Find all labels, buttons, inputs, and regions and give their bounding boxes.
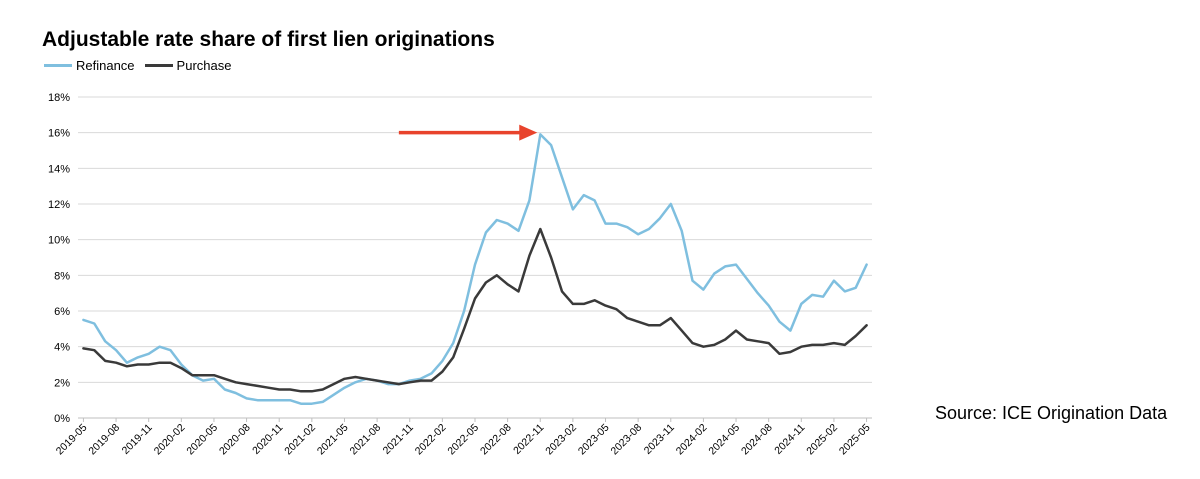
- x-tick-label: 2021-08: [347, 422, 383, 458]
- y-tick-label: 4%: [54, 342, 70, 354]
- legend-item-purchase: Purchase: [144, 58, 232, 73]
- y-tick-label: 12%: [48, 199, 70, 211]
- y-tick-label: 16%: [48, 128, 70, 140]
- y-tick-label: 2%: [54, 377, 70, 389]
- y-tick-label: 0%: [54, 413, 70, 425]
- x-tick-label: 2019-05: [54, 422, 90, 458]
- source-note: Source: ICE Origination Data: [935, 403, 1168, 423]
- x-tick-label: 2024-11: [772, 422, 807, 457]
- y-tick-label: 18%: [48, 92, 70, 104]
- legend-label-purchase: Purchase: [176, 58, 232, 73]
- x-tick-label: 2024-08: [739, 422, 775, 458]
- x-tick-label: 2024-05: [706, 422, 742, 458]
- series-line-purchase: [82, 227, 868, 393]
- x-tick-label: 2021-02: [282, 422, 318, 458]
- x-tick-label: 2020-08: [217, 422, 253, 458]
- y-tick-label: 10%: [48, 235, 70, 247]
- x-tick-label: 2023-11: [642, 422, 677, 457]
- y-tick-label: 14%: [48, 163, 70, 175]
- x-tick-label: 2025-02: [804, 422, 840, 458]
- line-chart: 0%2%4%6%8%10%12%14%16%18%2019-052019-082…: [48, 92, 873, 458]
- x-tick-label: 2019-08: [86, 422, 122, 458]
- x-tick-label: 2023-05: [576, 422, 612, 458]
- x-tick-label: 2022-05: [445, 422, 481, 458]
- x-tick-label: 2024-02: [674, 422, 710, 458]
- x-tick-label: 2021-05: [315, 422, 351, 458]
- x-tick-label: 2021-11: [381, 422, 416, 457]
- series-line-refinance: [82, 133, 868, 405]
- x-tick-label: 2020-05: [184, 422, 220, 458]
- x-tick-label: 2020-11: [250, 422, 285, 457]
- x-tick-label: 2022-02: [413, 422, 449, 458]
- y-tick-label: 8%: [54, 270, 70, 282]
- legend-swatch-refinance: [44, 64, 72, 67]
- x-tick-label: 2023-02: [543, 422, 579, 458]
- x-tick-label: 2020-02: [152, 422, 188, 458]
- legend-swatch-purchase: [144, 64, 173, 67]
- y-tick-label: 6%: [54, 306, 70, 318]
- legend-label-refinance: Refinance: [76, 58, 135, 73]
- legend-item-refinance: Refinance: [44, 58, 135, 73]
- x-tick-label: 2019-11: [120, 422, 155, 457]
- x-tick-label: 2022-11: [511, 422, 546, 457]
- chart-title: Adjustable rate share of first lien orig…: [42, 28, 495, 51]
- x-tick-label: 2023-08: [609, 422, 645, 458]
- x-tick-label: 2022-08: [478, 422, 514, 458]
- chart-legend: Refinance Purchase: [44, 58, 241, 73]
- x-tick-label: 2025-05: [837, 422, 873, 458]
- annotation-arrow-head: [519, 124, 538, 141]
